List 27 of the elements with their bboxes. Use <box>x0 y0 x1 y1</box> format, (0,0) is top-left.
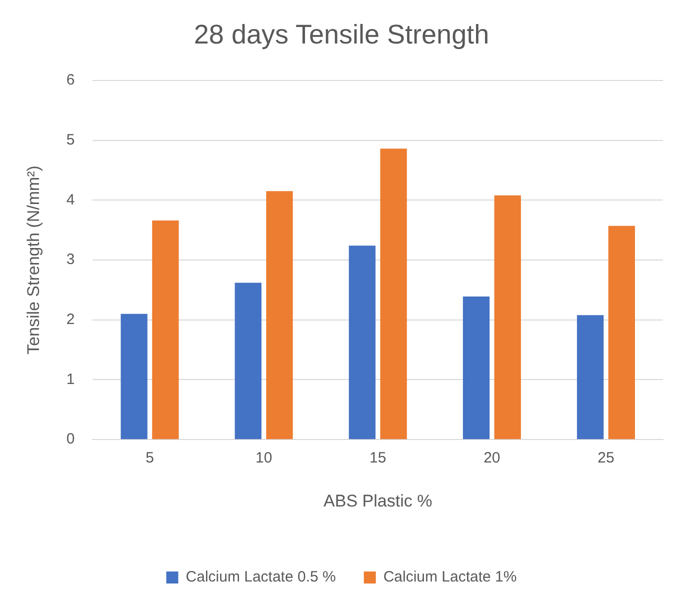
bar <box>266 191 293 440</box>
y-tick-label: 6 <box>66 72 75 89</box>
bar <box>380 148 407 440</box>
y-axis-title: Tensile Strength (N/mm²) <box>24 166 43 354</box>
x-tick-label: 10 <box>255 450 272 467</box>
legend-label: Calcium Lactate 0.5 % <box>186 568 336 586</box>
chart-title: 28 days Tensile Strength <box>194 20 490 50</box>
y-tick-label: 0 <box>66 430 75 448</box>
y-tick-label: 1 <box>66 370 75 388</box>
bar <box>120 314 148 440</box>
x-tick-label: 5 <box>146 450 154 467</box>
bar <box>234 282 262 440</box>
bar <box>608 226 635 440</box>
y-tick-label: 4 <box>66 191 75 208</box>
x-axis-title: ABS Plastic % <box>324 491 432 510</box>
x-tick-label: 20 <box>484 450 500 467</box>
bar <box>152 220 179 440</box>
x-tick-label: 15 <box>370 450 386 467</box>
y-tick-label: 2 <box>66 311 75 328</box>
legend-label: Calcium Lactate 1% <box>383 568 517 586</box>
y-tick-label: 5 <box>66 131 75 148</box>
x-tick-label: 25 <box>598 450 614 467</box>
y-tick-label: 3 <box>66 251 75 268</box>
bar <box>576 315 604 440</box>
bar <box>348 246 376 440</box>
bar <box>494 195 521 440</box>
bar <box>462 296 490 440</box>
